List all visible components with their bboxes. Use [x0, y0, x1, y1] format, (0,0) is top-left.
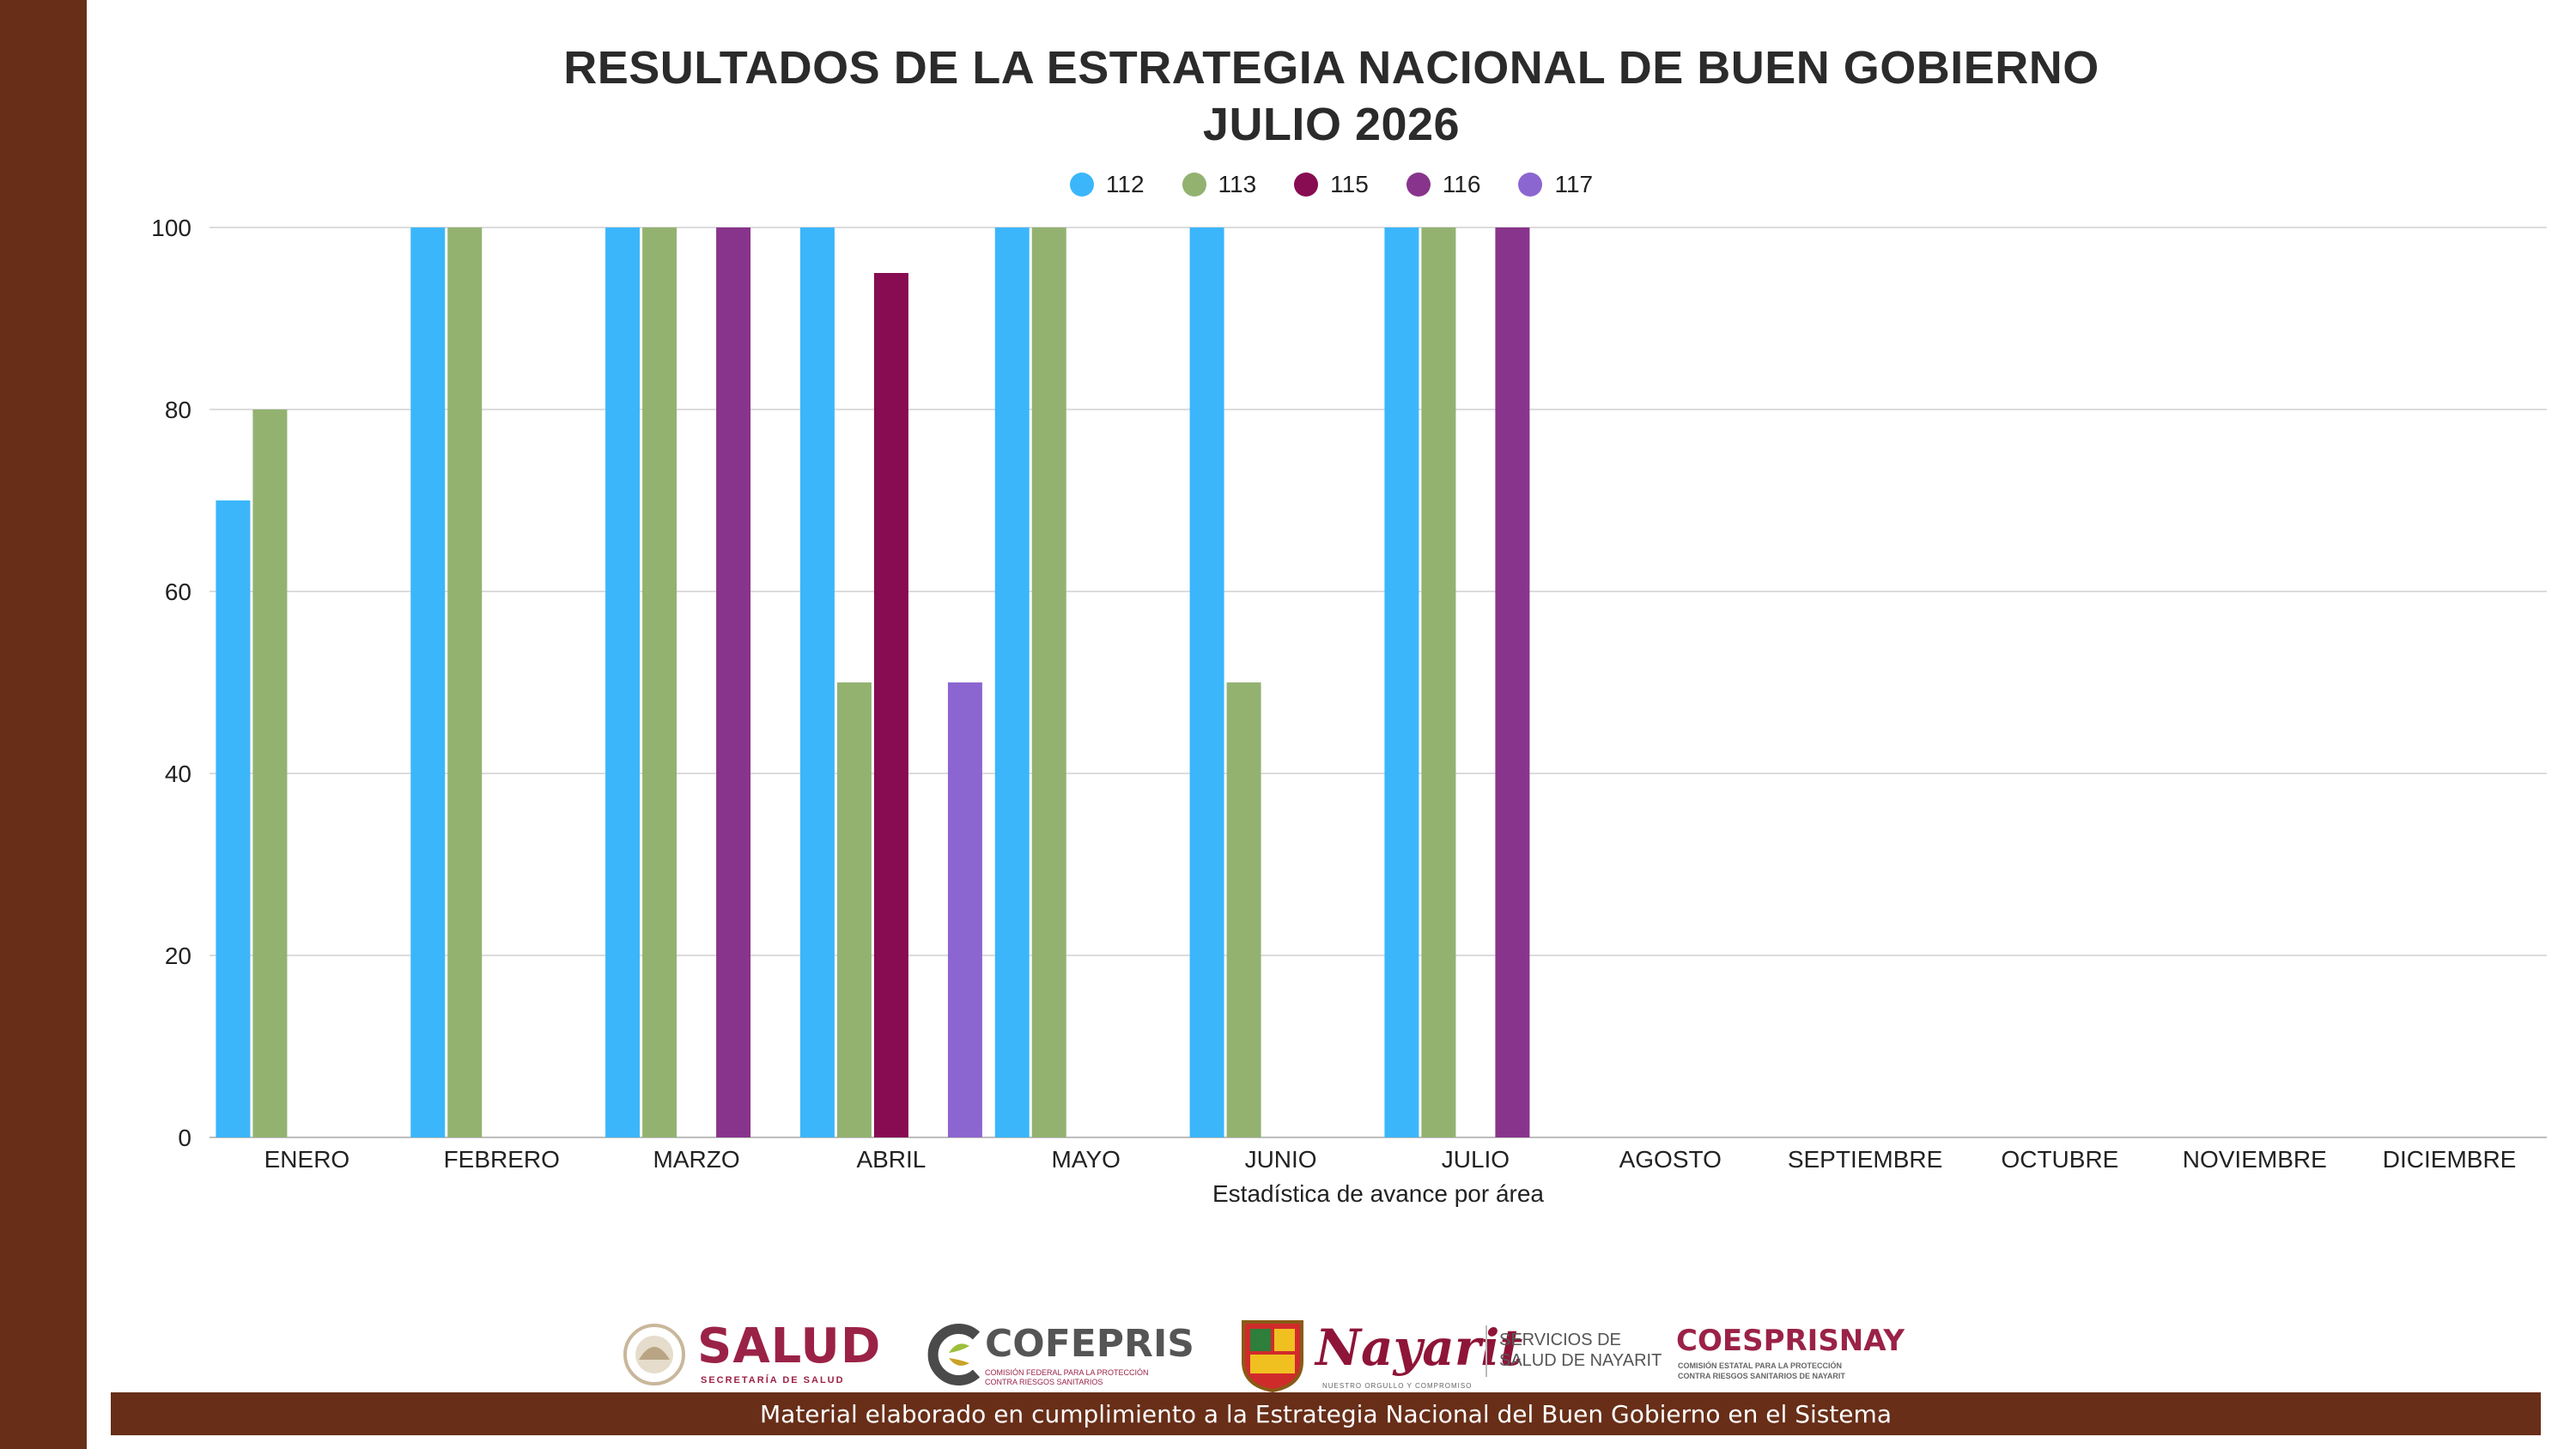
x-tick-label: ABRIL	[856, 1146, 926, 1173]
cofepris-logo-text: COFEPRIS	[985, 1322, 1194, 1366]
servicios-text-line2: SALUD DE NAYARIT	[1499, 1351, 1662, 1370]
bar-113-febrero	[447, 227, 483, 1137]
x-tick-label: SEPTIEMBRE	[1788, 1146, 1942, 1173]
bar-112-enero	[216, 500, 251, 1137]
bar-113-julio	[1421, 227, 1456, 1137]
legend-item-112: 112	[1069, 166, 1145, 203]
bar-113-abril	[836, 682, 872, 1137]
coesprisnay-logo: COESPRISNAY COMISIÓN ESTATAL PARA LA PRO…	[1676, 1315, 1917, 1392]
cofepris-logo: COFEPRIS COMISIÓN FEDERAL PARA LA PROTEC…	[923, 1315, 1194, 1392]
bar-113-junio	[1226, 682, 1261, 1137]
legend-label: 113	[1218, 171, 1257, 197]
salud-logo-text: SALUD	[697, 1319, 882, 1374]
x-tick-label: NOVIEMBRE	[2183, 1146, 2327, 1173]
nayarit-logo: Nayarit NUESTRO ORGULLO Y COMPROMISO SER…	[1236, 1315, 1683, 1392]
bar-chart: 0 20 40 60 80 100 ENERO FEBRERO MARZO ABRIL MAYO JU…	[151, 215, 2547, 1207]
x-tick-label: OCTUBRE	[2001, 1146, 2118, 1173]
legend-label: 116	[1442, 171, 1481, 197]
y-tick-label: 0	[178, 1125, 191, 1151]
chart-title-line1: RESULTADOS DE LA ESTRATEGIA NACIONAL DE …	[563, 42, 2099, 94]
cofepris-c-icon	[927, 1324, 981, 1385]
bar-112-mayo	[994, 227, 1030, 1137]
eagle-seal-icon	[623, 1324, 685, 1385]
legend-label: 117	[1554, 171, 1594, 197]
legend-item-113: 113	[1182, 166, 1257, 203]
bar-113-mayo	[1031, 227, 1066, 1137]
x-tick-label: DICIEMBRE	[2383, 1146, 2517, 1173]
y-tick-label: 40	[165, 761, 191, 787]
x-tick-label: JULIO	[1442, 1146, 1510, 1173]
x-tick-label: MAYO	[1052, 1146, 1121, 1173]
bar-112-marzo	[605, 227, 641, 1137]
x-axis-title: Estadística de avance por área	[1212, 1180, 1544, 1207]
y-tick-label: 60	[165, 579, 191, 605]
legend-swatch	[1069, 173, 1094, 197]
bar-112-febrero	[410, 227, 446, 1137]
chart-title: RESULTADOS DE LA ESTRATEGIA NACIONAL DE …	[87, 39, 2576, 153]
nayarit-logo-text: Nayarit	[1315, 1319, 1523, 1377]
legend-swatch	[1518, 173, 1543, 197]
legend-label: 115	[1330, 171, 1369, 197]
chart-legend: 112 113 115 116 117	[0, 166, 2576, 203]
coesprisnay-logo-text: COESPRISNAY	[1676, 1324, 1905, 1358]
left-sidebar-band	[0, 0, 87, 1449]
legend-label: 112	[1105, 171, 1145, 197]
coesprisnay-subtext-line2: CONTRA RIESGOS SANITARIOS DE NAYARIT	[1678, 1372, 1845, 1380]
footer-text: Material elaborado en cumplimiento a la …	[760, 1399, 1892, 1428]
y-tick-label: 20	[165, 943, 191, 969]
salud-logo: SALUD SECRETARÍA DE SALUD	[618, 1315, 893, 1392]
x-tick-label: AGOSTO	[1619, 1146, 1722, 1173]
legend-swatch	[1182, 173, 1206, 197]
bar-115-abril	[873, 273, 908, 1137]
bar-113-marzo	[642, 227, 677, 1137]
bar-116-julio	[1495, 227, 1530, 1137]
coesprisnay-subtext-line1: COMISIÓN ESTATAL PARA LA PROTECCIÓN	[1678, 1361, 1842, 1370]
bar-117-abril	[947, 682, 982, 1137]
servicios-text-line1: SERVICIOS DE	[1499, 1331, 1621, 1349]
footer-banner: Material elaborado en cumplimiento a la …	[111, 1392, 2541, 1435]
x-tick-label: ENERO	[264, 1146, 350, 1173]
legend-item-117: 117	[1518, 166, 1593, 203]
bar-112-junio	[1189, 227, 1224, 1137]
y-tick-label: 80	[165, 397, 191, 423]
salud-logo-subtext: SECRETARÍA DE SALUD	[701, 1375, 845, 1385]
bar-113-enero	[252, 409, 288, 1137]
legend-swatch	[1294, 173, 1319, 197]
cofepris-logo-subtext: COMISIÓN FEDERAL PARA LA PROTECCIÓN CONT…	[985, 1368, 1149, 1386]
bar-116-marzo	[716, 227, 751, 1137]
nayarit-logo-subtext: NUESTRO ORGULLO Y COMPROMISO	[1322, 1382, 1473, 1390]
legend-item-115: 115	[1294, 166, 1369, 203]
logo-strip: SALUD SECRETARÍA DE SALUD COFEPRIS COMIS…	[618, 1315, 1906, 1392]
legend-item-116: 116	[1406, 166, 1481, 203]
nayarit-shield-icon	[1242, 1320, 1303, 1392]
legend-swatch	[1406, 173, 1431, 197]
chart-title-line2: JULIO 2026	[1202, 99, 1461, 150]
nayarit-logo-divider	[1485, 1325, 1487, 1377]
bar-112-abril	[799, 227, 835, 1137]
y-tick-label: 100	[151, 215, 191, 241]
x-tick-label: JUNIO	[1245, 1146, 1317, 1173]
bar-112-julio	[1384, 227, 1419, 1137]
x-tick-label: FEBRERO	[444, 1146, 560, 1173]
x-tick-label: MARZO	[653, 1146, 740, 1173]
